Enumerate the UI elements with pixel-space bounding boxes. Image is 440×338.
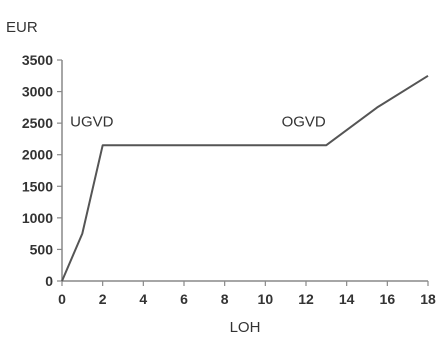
x-tick-label: 18	[420, 291, 436, 307]
series-line	[61, 74, 429, 282]
y-tick-label: 500	[30, 241, 54, 257]
y-tick-label: 0	[45, 273, 53, 289]
y-axis-title: EUR	[6, 19, 38, 36]
x-tick-label: 12	[298, 291, 314, 307]
y-axis-ticks: 0 500 1000 1500 2000 2500 3000 3500	[22, 52, 62, 289]
annotation-label: UGVD	[70, 113, 114, 130]
x-tick-label: 0	[58, 291, 66, 307]
x-tick-label: 6	[180, 291, 188, 307]
annotations-group: UGVD OGVD	[70, 113, 326, 130]
y-tick-label: 3500	[22, 52, 53, 68]
x-tick-label: 4	[139, 291, 147, 307]
y-tick-label: 1500	[22, 178, 53, 194]
x-tick-label: 16	[380, 291, 396, 307]
x-axis-ticks: 0 2 4 6 8 10 12 14 16 18	[58, 281, 436, 307]
x-tick-label: 2	[99, 291, 107, 307]
y-tick-label: 2500	[22, 115, 53, 131]
x-axis-title: LOH	[230, 319, 261, 336]
annotation-label: OGVD	[282, 113, 326, 130]
x-tick-label: 10	[258, 291, 274, 307]
y-tick-label: 2000	[22, 147, 53, 163]
series-group	[61, 74, 429, 282]
x-tick-label: 8	[221, 291, 229, 307]
y-tick-label: 3000	[22, 84, 53, 100]
y-tick-label: 1000	[22, 210, 53, 226]
x-tick-label: 14	[339, 291, 355, 307]
